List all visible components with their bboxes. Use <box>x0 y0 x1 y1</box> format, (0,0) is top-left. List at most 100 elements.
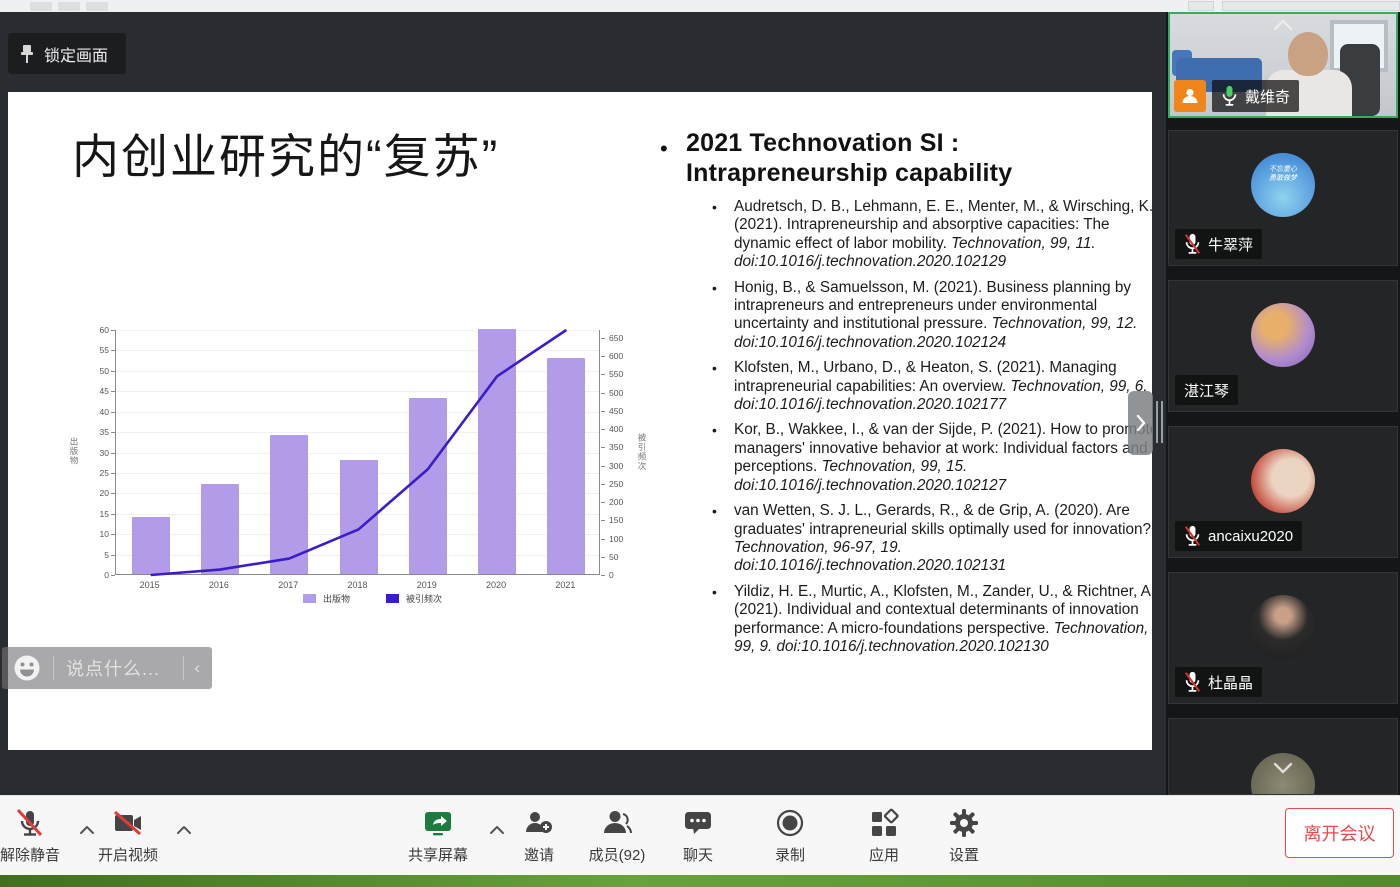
tick-mark <box>601 538 605 540</box>
reference-journal: Technovation, 99, 9. doi:10.1016/j.techn… <box>734 619 1149 655</box>
participant-name: 牛翠萍 <box>1208 236 1254 254</box>
y-axis-tick-left: 5 <box>104 549 109 560</box>
participant-name-badge: 牛翠萍 <box>1175 229 1263 259</box>
participant-name: 杜晶晶 <box>1208 674 1254 692</box>
divider <box>53 656 54 680</box>
lock-view-button[interactable]: 锁定画面 <box>8 33 126 74</box>
toolbar-options-chevron[interactable] <box>489 822 505 840</box>
camera-off-icon <box>85 804 171 842</box>
participant-tile-戴维奇[interactable]: 戴维奇 <box>1168 12 1398 118</box>
tick-mark <box>601 447 605 449</box>
toolbar-members-button[interactable]: 成员(92) <box>574 804 660 865</box>
participant-tile-杜晶晶[interactable]: 杜晶晶 <box>1168 572 1398 704</box>
scroll-up-control[interactable] <box>1272 18 1294 37</box>
toolbar-label: 应用 <box>868 847 899 864</box>
participant-tile-牛翠萍[interactable]: 不忘童心 勇敢做梦 牛翠萍 <box>1168 130 1398 266</box>
toolbar-mic-muted-button[interactable]: 解除静音 <box>0 804 73 865</box>
x-axis-label: 2019 <box>416 580 437 590</box>
tick-mark <box>111 575 115 576</box>
tick-mark <box>111 350 115 352</box>
tick-mark <box>601 356 605 358</box>
sidebar-drag-handle[interactable] <box>1156 401 1163 443</box>
reference-journal: Technovation, 99, 11. doi:10.1016/j.tech… <box>734 234 1096 271</box>
scroll-down-control[interactable] <box>1272 761 1294 780</box>
citations-line <box>150 328 568 577</box>
toolbar-share-screen-button[interactable]: 共享屏幕 <box>395 804 481 865</box>
reference-item: Klofsten, M., Urbano, D., & Heaton, S. (… <box>712 359 1152 414</box>
background-window-control <box>1222 1 1400 11</box>
y-axis-tick-right: 500 <box>609 387 624 398</box>
reference-text: van Wetten, S. J. L., Gerards, R., & de … <box>734 502 1152 538</box>
toolbar-settings-button[interactable]: 设置 <box>921 804 1007 865</box>
y-axis-tick-left: 15 <box>99 508 109 519</box>
references-list: Audretsch, D. B., Lehmann, E. E., Menter… <box>712 198 1152 663</box>
os-top-strip <box>0 0 1400 12</box>
reference-item: van Wetten, S. J. L., Gerards, R., & de … <box>712 502 1152 576</box>
toolbar-invite-button[interactable]: 邀请 <box>496 804 582 865</box>
y-axis-tick-left: 0 <box>104 570 109 580</box>
reference-text: Klofsten, M., Urbano, D., & Heaton, S. (… <box>734 359 1117 395</box>
background-window-control <box>1188 1 1214 11</box>
y-axis-tick-left: 10 <box>99 529 109 540</box>
camera-off-icon <box>114 810 141 836</box>
chevron-left-icon[interactable]: ‹ <box>194 658 200 677</box>
toolbar-label: 聊天 <box>682 847 713 864</box>
toolbar-camera-off-button[interactable]: 开启视频 <box>85 804 171 865</box>
tick-mark <box>601 556 605 558</box>
apps-icon <box>872 808 899 836</box>
y-axis-tick-left: 60 <box>99 325 109 335</box>
toolbar-apps-button[interactable]: 应用 <box>841 804 927 865</box>
y-axis-tick-right: 100 <box>609 533 624 544</box>
toolbar-chat-button[interactable]: 聊天 <box>655 804 741 865</box>
reference-item: Yildiz, H. E., Murtic, A., Klofsten, M.,… <box>712 583 1152 657</box>
legend-label: 被引频次 <box>406 594 443 604</box>
tick-mark <box>601 374 605 376</box>
background-tab <box>30 2 52 11</box>
emoji-icon[interactable] <box>13 654 41 682</box>
bar-2019 <box>408 398 447 574</box>
quick-chat-bar[interactable]: 说点什么... ‹ <box>2 647 212 689</box>
tick-mark <box>601 465 605 467</box>
toolbar-options-chevron[interactable] <box>176 822 192 840</box>
leave-meeting-button[interactable]: 离开会议 <box>1285 808 1394 858</box>
record-icon <box>747 804 833 842</box>
participant-tile-partial[interactable] <box>1168 718 1398 795</box>
participant-tile-ancaixu2020[interactable]: ancaixu2020 <box>1168 426 1398 558</box>
legend-item: 被引频次 <box>386 592 442 605</box>
participant-name-badge: 湛江琴 <box>1175 375 1239 405</box>
lock-view-label: 锁定画面 <box>44 47 109 65</box>
tick-mark <box>111 370 115 372</box>
toolbar-label: 录制 <box>774 847 805 864</box>
avatar-cartoon-character <box>1251 303 1315 367</box>
participant-name-badge: 杜晶晶 <box>1175 667 1263 697</box>
settings-icon <box>921 804 1007 842</box>
reference-item: Honig, B., & Samuelsson, M. (2021). Busi… <box>712 279 1152 353</box>
tick-mark <box>601 502 605 504</box>
y-axis-tick-right: 50 <box>609 551 619 562</box>
toolbar-options-chevron[interactable] <box>79 822 95 840</box>
right-axis-title: 被引频次 <box>637 432 647 471</box>
y-axis-tick-left: 40 <box>99 406 109 417</box>
y-axis-tick-left: 45 <box>99 386 109 397</box>
tick-mark <box>601 392 605 394</box>
bar-2016 <box>200 484 239 574</box>
toolbar-record-button[interactable]: 录制 <box>747 804 833 865</box>
y-axis-tick-left: 55 <box>99 345 109 356</box>
heading-line-1: 2021 Technovation SI : <box>686 129 960 157</box>
tick-mark <box>111 330 115 331</box>
reference-item: Kor, B., Wakkee, I., & van der Sijde, P.… <box>712 421 1152 495</box>
invite-icon <box>526 812 552 833</box>
participant-tile-湛江琴[interactable]: 湛江琴 <box>1168 280 1398 412</box>
taskbar-green-strip <box>0 875 1400 887</box>
gridline <box>116 411 599 413</box>
toolbar-label: 开启视频 <box>97 847 158 864</box>
gridline <box>116 452 599 454</box>
y-axis-tick-left: 20 <box>99 488 109 499</box>
sidebar-collapse-button[interactable] <box>1128 391 1153 455</box>
legend-label: 出版物 <box>323 594 351 604</box>
chat-input-placeholder[interactable]: 说点什么... <box>66 659 161 679</box>
mic-on-icon <box>1222 85 1237 106</box>
y-axis-tick-right: 0 <box>609 570 614 580</box>
tick-mark <box>601 410 605 412</box>
references-heading: • 2021 Technovation SI : Intrapreneurshi… <box>660 128 1140 188</box>
